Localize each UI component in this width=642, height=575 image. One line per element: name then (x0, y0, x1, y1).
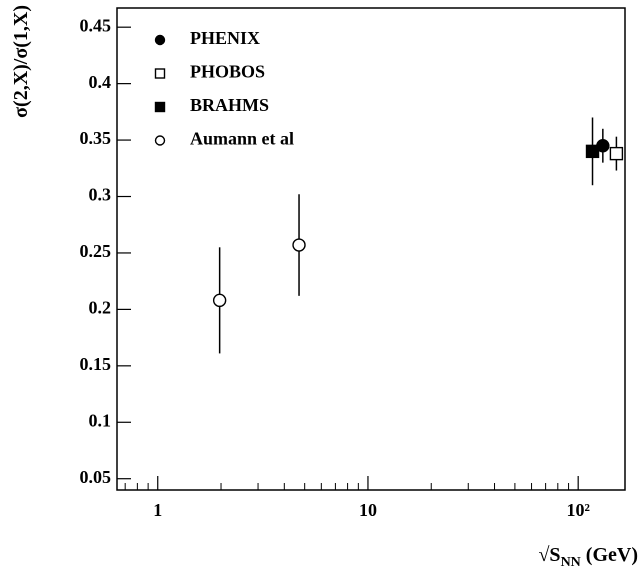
x-tick-label: 10² (566, 500, 589, 520)
legend-label: PHOBOS (190, 62, 265, 82)
legend-marker (154, 135, 166, 146)
marker (292, 238, 306, 252)
y-tick-label: 0.15 (80, 354, 112, 374)
y-tick-label: 0.3 (89, 185, 112, 205)
marker (609, 146, 624, 161)
y-axis-title-text: σ(2,X)/σ(1,X) (10, 5, 32, 118)
legend-label: Aumann et al (190, 129, 294, 149)
legend-label: PHENIX (190, 28, 260, 48)
marker (212, 293, 227, 308)
y-tick-label: 0.4 (89, 72, 112, 92)
x-axis-title-base: √S (538, 544, 560, 566)
legend-marker (154, 101, 166, 113)
x-axis-title-unit: (GeV) (581, 544, 638, 566)
y-tick-label: 0.35 (80, 128, 112, 148)
legend-marker (154, 34, 166, 46)
marker (585, 144, 600, 159)
y-tick-label: 0.2 (89, 298, 112, 318)
y-axis-title: σ(2,X)/σ(1,X) (10, 5, 32, 118)
x-axis-title: √SNN (GeV) (538, 544, 638, 571)
plot-frame (116, 7, 626, 491)
y-tick-label: 0.1 (89, 410, 112, 430)
y-tick-label: 0.45 (80, 15, 112, 35)
legend-marker (154, 68, 166, 79)
y-tick-label: 0.25 (80, 241, 112, 261)
x-axis-title-sub: NN (561, 555, 581, 570)
legend-label: BRAHMS (190, 95, 269, 115)
y-tick-label: 0.05 (80, 467, 112, 487)
x-tick-label: 1 (153, 500, 162, 520)
x-tick-label: 10 (359, 500, 377, 520)
